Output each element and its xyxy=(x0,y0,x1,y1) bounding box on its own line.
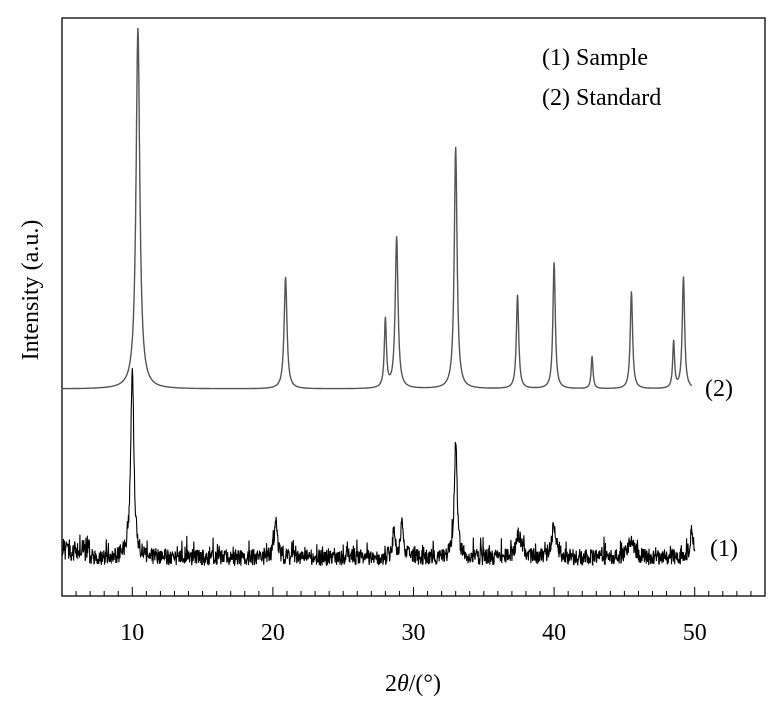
x-axis-label: 2θ/(°) xyxy=(385,671,441,697)
x-tick-label: 10 xyxy=(120,620,144,646)
x-tick-label: 40 xyxy=(542,620,566,646)
series-label-standard: (2) xyxy=(705,376,733,402)
x-tick-label: 50 xyxy=(683,620,707,646)
x-axis-label-prefix: 2 xyxy=(385,671,397,697)
y-axis-label: Intensity (a.u.) xyxy=(18,220,44,361)
x-tick-labels: 10 20 30 40 50 xyxy=(120,620,706,646)
series-line-sample xyxy=(61,368,696,567)
series-line-standard xyxy=(62,27,693,390)
x-ticks xyxy=(61,587,766,596)
x-tick-label: 30 xyxy=(402,620,426,646)
x-axis-label-theta: θ xyxy=(397,671,409,697)
series-label-sample: (1) xyxy=(710,536,738,562)
series-layer xyxy=(61,27,696,567)
legend-entry-1: (1) Sample xyxy=(542,45,648,71)
legend-entry-2: (2) Standard xyxy=(542,85,661,111)
x-axis-label-suffix: /(°) xyxy=(409,671,441,697)
x-tick-label: 20 xyxy=(261,620,285,646)
